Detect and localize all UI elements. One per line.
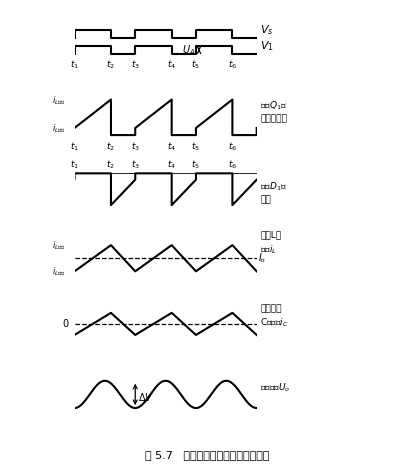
Text: $t_5$: $t_5$ bbox=[191, 59, 200, 72]
Text: $\Delta V$: $\Delta V$ bbox=[138, 391, 153, 403]
Text: $t_5$: $t_5$ bbox=[191, 158, 200, 171]
Text: 流过$D_1$的
电流: 流过$D_1$的 电流 bbox=[260, 180, 287, 205]
Text: $I_{出}$: $I_{出}$ bbox=[257, 252, 266, 265]
Text: $U_A$: $U_A$ bbox=[182, 43, 195, 57]
Text: $t_5$: $t_5$ bbox=[191, 140, 200, 153]
Text: $t_3$: $t_3$ bbox=[131, 140, 140, 153]
Text: $t_1$: $t_1$ bbox=[70, 158, 79, 171]
Text: $t_6$: $t_6$ bbox=[227, 158, 237, 171]
Text: $t_4$: $t_4$ bbox=[167, 140, 176, 153]
Text: 输出电压$U_o$: 输出电压$U_o$ bbox=[260, 382, 290, 394]
Text: $i_{L最小}$: $i_{L最小}$ bbox=[52, 122, 66, 134]
Text: $i_{L最大}$: $i_{L最大}$ bbox=[52, 239, 66, 251]
Text: $i_{L最大}$: $i_{L最大}$ bbox=[52, 93, 66, 106]
Text: 0: 0 bbox=[62, 319, 68, 329]
Text: $t_3$: $t_3$ bbox=[131, 158, 140, 171]
Text: $t_4$: $t_4$ bbox=[167, 158, 176, 171]
Text: $t_1$: $t_1$ bbox=[70, 140, 79, 153]
Text: $t_4$: $t_4$ bbox=[167, 59, 176, 72]
Text: $t_2$: $t_2$ bbox=[106, 158, 115, 171]
Text: $t_3$: $t_3$ bbox=[131, 59, 140, 72]
Text: 流过电容
C的电流$i_C$: 流过电容 C的电流$i_C$ bbox=[260, 304, 288, 329]
Text: $i_{L最小}$: $i_{L最小}$ bbox=[52, 265, 66, 277]
Text: $t_1$: $t_1$ bbox=[70, 59, 79, 72]
Text: $t_6$: $t_6$ bbox=[227, 59, 237, 72]
Text: $t_2$: $t_2$ bbox=[106, 59, 115, 72]
Text: $t_2$: $t_2$ bbox=[106, 140, 115, 153]
Text: $V_s$: $V_s$ bbox=[259, 23, 273, 37]
Text: $t_6$: $t_6$ bbox=[227, 140, 237, 153]
Text: $V_1$: $V_1$ bbox=[259, 39, 273, 53]
Text: 流过L的
电流$i_L$: 流过L的 电流$i_L$ bbox=[260, 230, 281, 255]
Text: 图 5.7   降压型直流变换器的工作波形: 图 5.7 降压型直流变换器的工作波形 bbox=[145, 450, 268, 460]
Text: 流过$Q_1$的
集电极电流: 流过$Q_1$的 集电极电流 bbox=[260, 99, 287, 124]
